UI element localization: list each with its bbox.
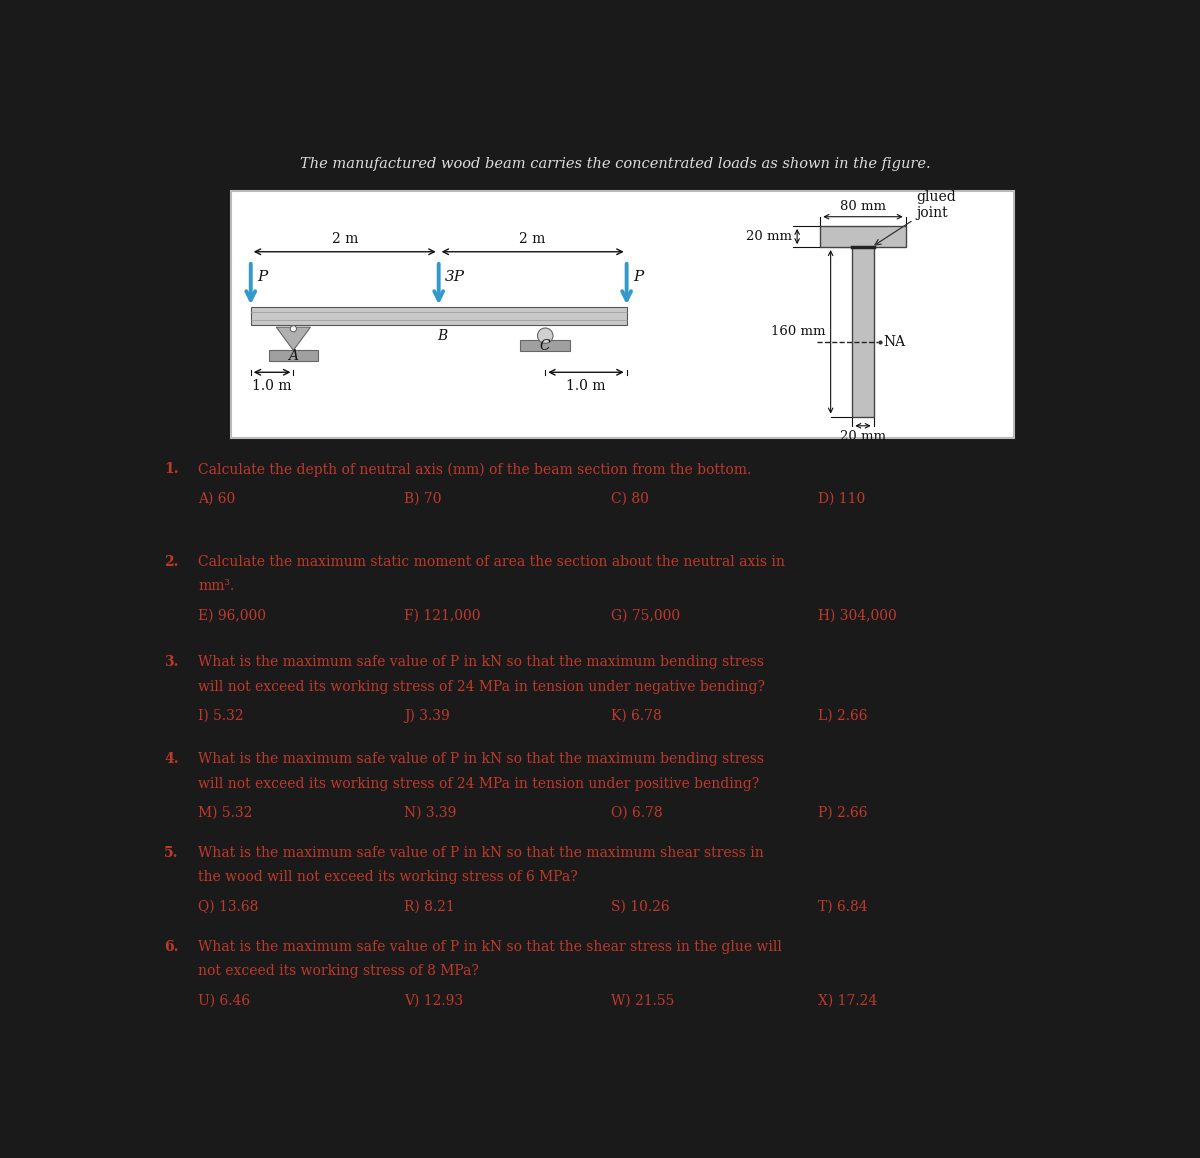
- Bar: [852, 247, 874, 417]
- Text: C: C: [540, 338, 551, 353]
- Circle shape: [290, 325, 296, 332]
- Text: C) 80: C) 80: [611, 492, 649, 506]
- Bar: [251, 307, 626, 325]
- Polygon shape: [276, 328, 311, 351]
- Text: the wood will not exceed its working stress of 6 MPa?: the wood will not exceed its working str…: [198, 871, 578, 885]
- Text: 6.: 6.: [164, 940, 179, 954]
- Text: 4.: 4.: [164, 752, 179, 765]
- Text: 2 m: 2 m: [520, 233, 546, 247]
- Text: E) 96,000: E) 96,000: [198, 609, 266, 623]
- Text: NA: NA: [883, 336, 906, 350]
- Text: Q) 13.68: Q) 13.68: [198, 900, 258, 914]
- Text: F) 121,000: F) 121,000: [404, 609, 481, 623]
- Circle shape: [538, 328, 553, 344]
- Text: 160 mm: 160 mm: [772, 325, 826, 338]
- Text: glued
joint: glued joint: [875, 190, 956, 244]
- Bar: [232, 191, 1014, 438]
- Text: V) 12.93: V) 12.93: [404, 994, 463, 1007]
- Text: will not exceed its working stress of 24 MPa in tension under negative bending?: will not exceed its working stress of 24…: [198, 680, 766, 694]
- Text: S) 10.26: S) 10.26: [611, 900, 670, 914]
- Text: Calculate the maximum static moment of area the section about the neutral axis i: Calculate the maximum static moment of a…: [198, 555, 785, 569]
- Text: What is the maximum safe value of P in kN so that the shear stress in the glue w: What is the maximum safe value of P in k…: [198, 940, 782, 954]
- Text: 1.: 1.: [164, 462, 179, 476]
- Text: M) 5.32: M) 5.32: [198, 806, 252, 820]
- Text: X) 17.24: X) 17.24: [818, 994, 877, 1007]
- Text: A: A: [288, 349, 299, 362]
- Text: What is the maximum safe value of P in kN so that the maximum shear stress in: What is the maximum safe value of P in k…: [198, 845, 763, 860]
- Text: R) 8.21: R) 8.21: [404, 900, 455, 914]
- Text: U) 6.46: U) 6.46: [198, 994, 250, 1007]
- Text: 1.0 m: 1.0 m: [566, 379, 606, 393]
- Text: 20 mm: 20 mm: [746, 230, 792, 243]
- Text: The manufactured wood beam carries the concentrated loads as shown in the figure: The manufactured wood beam carries the c…: [300, 157, 930, 171]
- Text: 2 m: 2 m: [331, 233, 358, 247]
- Text: Calculate the depth of neutral axis (mm) of the beam section from the bottom.: Calculate the depth of neutral axis (mm)…: [198, 462, 751, 477]
- Text: B) 70: B) 70: [404, 492, 442, 506]
- Text: D) 110: D) 110: [818, 492, 865, 506]
- Text: 80 mm: 80 mm: [840, 200, 886, 213]
- Text: will not exceed its working stress of 24 MPa in tension under positive bending?: will not exceed its working stress of 24…: [198, 777, 760, 791]
- Text: 3.: 3.: [164, 655, 179, 669]
- Text: P: P: [257, 270, 268, 284]
- Bar: [269, 351, 318, 361]
- Text: P: P: [632, 270, 643, 284]
- Bar: [521, 340, 570, 351]
- Text: J) 3.39: J) 3.39: [404, 709, 450, 723]
- Text: A) 60: A) 60: [198, 492, 235, 506]
- Text: P) 2.66: P) 2.66: [818, 806, 868, 820]
- Text: B: B: [438, 330, 448, 344]
- Bar: [821, 226, 906, 247]
- Text: H) 304,000: H) 304,000: [818, 609, 896, 623]
- Text: mm³.: mm³.: [198, 579, 234, 593]
- Text: What is the maximum safe value of P in kN so that the maximum bending stress: What is the maximum safe value of P in k…: [198, 655, 764, 669]
- Text: 3P: 3P: [445, 270, 464, 284]
- Text: T) 6.84: T) 6.84: [818, 900, 868, 914]
- Text: N) 3.39: N) 3.39: [404, 806, 456, 820]
- Text: O) 6.78: O) 6.78: [611, 806, 662, 820]
- Text: What is the maximum safe value of P in kN so that the maximum bending stress: What is the maximum safe value of P in k…: [198, 752, 764, 765]
- Text: W) 21.55: W) 21.55: [611, 994, 674, 1007]
- Text: L) 2.66: L) 2.66: [818, 709, 868, 723]
- Text: 5.: 5.: [164, 845, 179, 860]
- Text: 1.0 m: 1.0 m: [252, 379, 292, 393]
- Text: I) 5.32: I) 5.32: [198, 709, 244, 723]
- Text: 2.: 2.: [164, 555, 179, 569]
- Text: G) 75,000: G) 75,000: [611, 609, 680, 623]
- Text: 20 mm: 20 mm: [840, 431, 886, 444]
- Text: not exceed its working stress of 8 MPa?: not exceed its working stress of 8 MPa?: [198, 965, 479, 979]
- Text: K) 6.78: K) 6.78: [611, 709, 662, 723]
